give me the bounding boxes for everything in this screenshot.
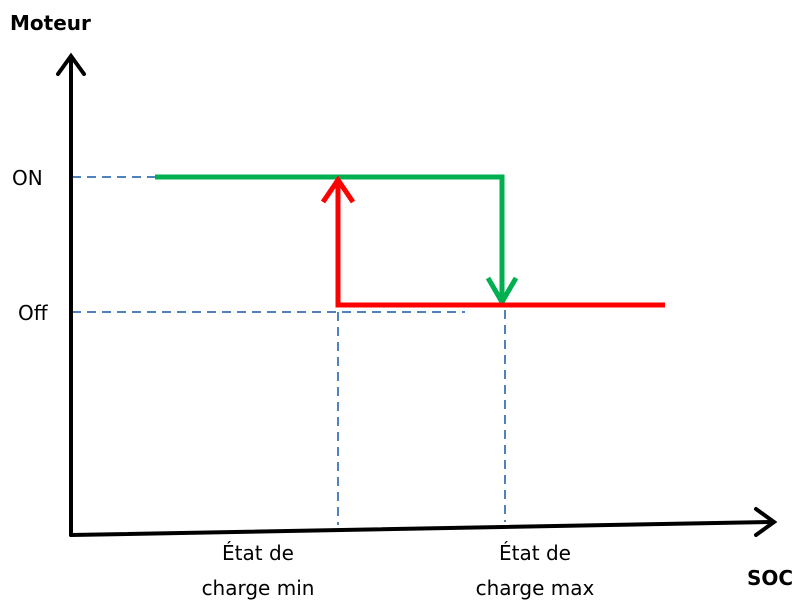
off-label: Off (18, 301, 49, 325)
on-line (155, 174, 505, 300)
guides (72, 176, 506, 525)
red-path (320, 175, 665, 308)
up-arrow (320, 175, 356, 204)
off-line (335, 182, 665, 308)
on-label: ON (12, 166, 43, 190)
axes (56, 52, 778, 537)
x-axis (69, 520, 774, 537)
green-path (155, 174, 519, 307)
y-axis-label: Moteur (10, 11, 91, 35)
x-axis-arrow (754, 507, 778, 537)
min-label-2: charge min (202, 576, 315, 600)
y-axis-arrow (56, 52, 86, 76)
x-axis-label: SOC (747, 566, 793, 590)
max-label-1: État de (499, 541, 571, 565)
max-label-2: charge max (476, 576, 595, 600)
min-label-1: État de (222, 541, 294, 565)
down-arrow (485, 276, 519, 307)
